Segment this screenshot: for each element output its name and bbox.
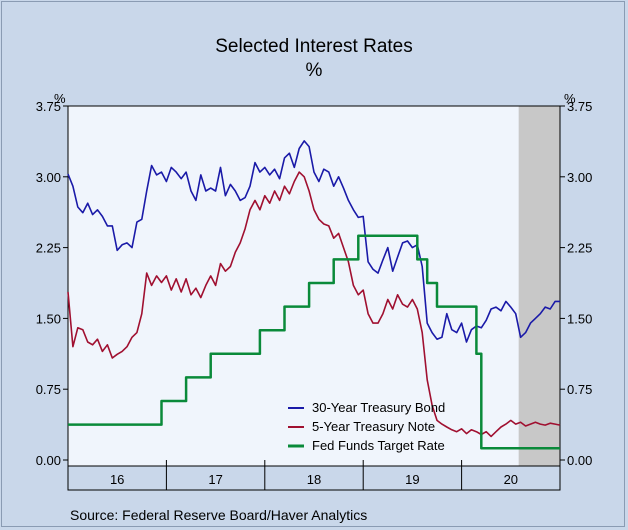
x-tick-label: 16 bbox=[110, 472, 124, 487]
x-tick-label: 17 bbox=[208, 472, 222, 487]
y-tick-label-right: 1.50 bbox=[567, 311, 592, 326]
x-tick-label: 18 bbox=[307, 472, 321, 487]
y-tick-label-left: 2.25 bbox=[36, 241, 61, 256]
legend-label-2: 5-Year Treasury Note bbox=[312, 419, 435, 434]
x-tick-label: 20 bbox=[504, 472, 518, 487]
y-tick-label-right: 0.00 bbox=[567, 453, 592, 468]
y-tick-label-left: 0.75 bbox=[36, 382, 61, 397]
y-tick-label-left: 3.75 bbox=[36, 99, 61, 114]
y-tick-label-left: 3.00 bbox=[36, 170, 61, 185]
y-tick-label-right: 3.00 bbox=[567, 170, 592, 185]
legend-label-3: Fed Funds Target Rate bbox=[312, 438, 445, 453]
source-note: Source: Federal Reserve Board/Haver Anal… bbox=[70, 507, 367, 523]
legend-label-1: 30-Year Treasury Bond bbox=[312, 400, 445, 415]
plot-background bbox=[68, 106, 560, 466]
y-unit-left: % bbox=[54, 91, 66, 106]
y-unit-right: % bbox=[564, 91, 576, 106]
x-tick-label: 19 bbox=[405, 472, 419, 487]
chart-title: Selected Interest Rates bbox=[215, 36, 413, 57]
series-line-2 bbox=[67, 171, 561, 438]
y-tick-label-right: 0.75 bbox=[567, 382, 592, 397]
y-tick-label-left: 0.00 bbox=[36, 453, 61, 468]
plot-area: 16 17 18 19 20 0.00 0.00 0.75 0.75 1.50 1.50 2.25 2.… bbox=[36, 99, 592, 491]
x-axis-band bbox=[67, 465, 561, 491]
y-tick-label-left: 1.50 bbox=[36, 311, 61, 326]
y-tick-label-right: 3.75 bbox=[567, 99, 592, 114]
y-tick-label-right: 2.25 bbox=[567, 241, 592, 256]
series-line-3 bbox=[68, 234, 560, 450]
chart-subtitle: % bbox=[306, 60, 323, 81]
series-line-1 bbox=[67, 140, 560, 343]
recession-shade bbox=[518, 106, 560, 466]
